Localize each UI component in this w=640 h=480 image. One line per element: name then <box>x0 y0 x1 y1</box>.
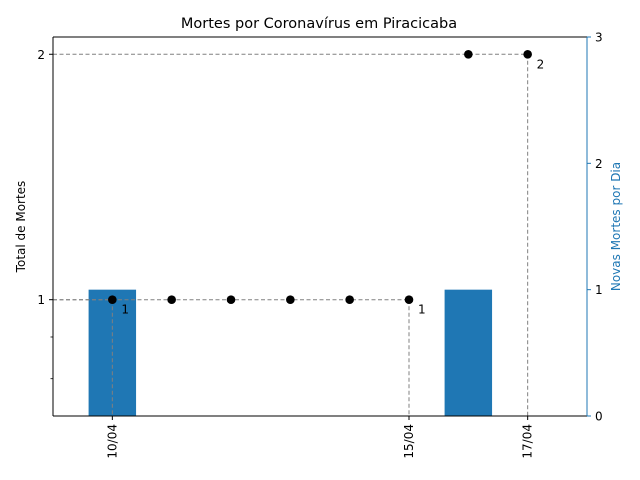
left-tick-label-1: 1 <box>37 293 45 307</box>
data-label-2: 2 <box>537 57 545 71</box>
point-2020-04-10 <box>108 295 117 304</box>
point-2020-04-12 <box>226 295 236 304</box>
data-label-1: 1 <box>418 303 426 317</box>
bar-2020-04-16 <box>444 289 493 416</box>
right-axis-label: Novas Mortes por Dia <box>609 162 623 291</box>
chart-title: Mortes por Coronavírus em Piracicaba <box>181 16 457 32</box>
x-tick-label-15/04: 15/04 <box>402 424 416 459</box>
point-2020-04-15 <box>404 295 414 304</box>
right-tick-label-0: 0 <box>595 410 603 424</box>
point-2020-04-17 <box>523 49 532 59</box>
data-label-0: 1 <box>121 303 129 317</box>
point-2020-04-16 <box>464 49 473 59</box>
x-tick-label-17/04: 17/04 <box>521 424 535 459</box>
left-axis-label: Total de Mortes <box>14 181 28 274</box>
right-tick-label-2: 2 <box>595 157 603 171</box>
right-tick-label-1: 1 <box>595 283 603 297</box>
point-2020-04-11 <box>167 295 176 304</box>
point-2020-04-13 <box>286 295 295 304</box>
plot-layer: 1 1 2 1 2 0 1 2 3 10/04 15/04 17/04 <box>37 31 602 459</box>
x-tick-label-10/04: 10/04 <box>105 424 119 459</box>
left-tick-label-2: 2 <box>37 48 45 62</box>
point-2020-04-14 <box>345 295 354 304</box>
right-tick-label-3: 3 <box>595 31 603 45</box>
